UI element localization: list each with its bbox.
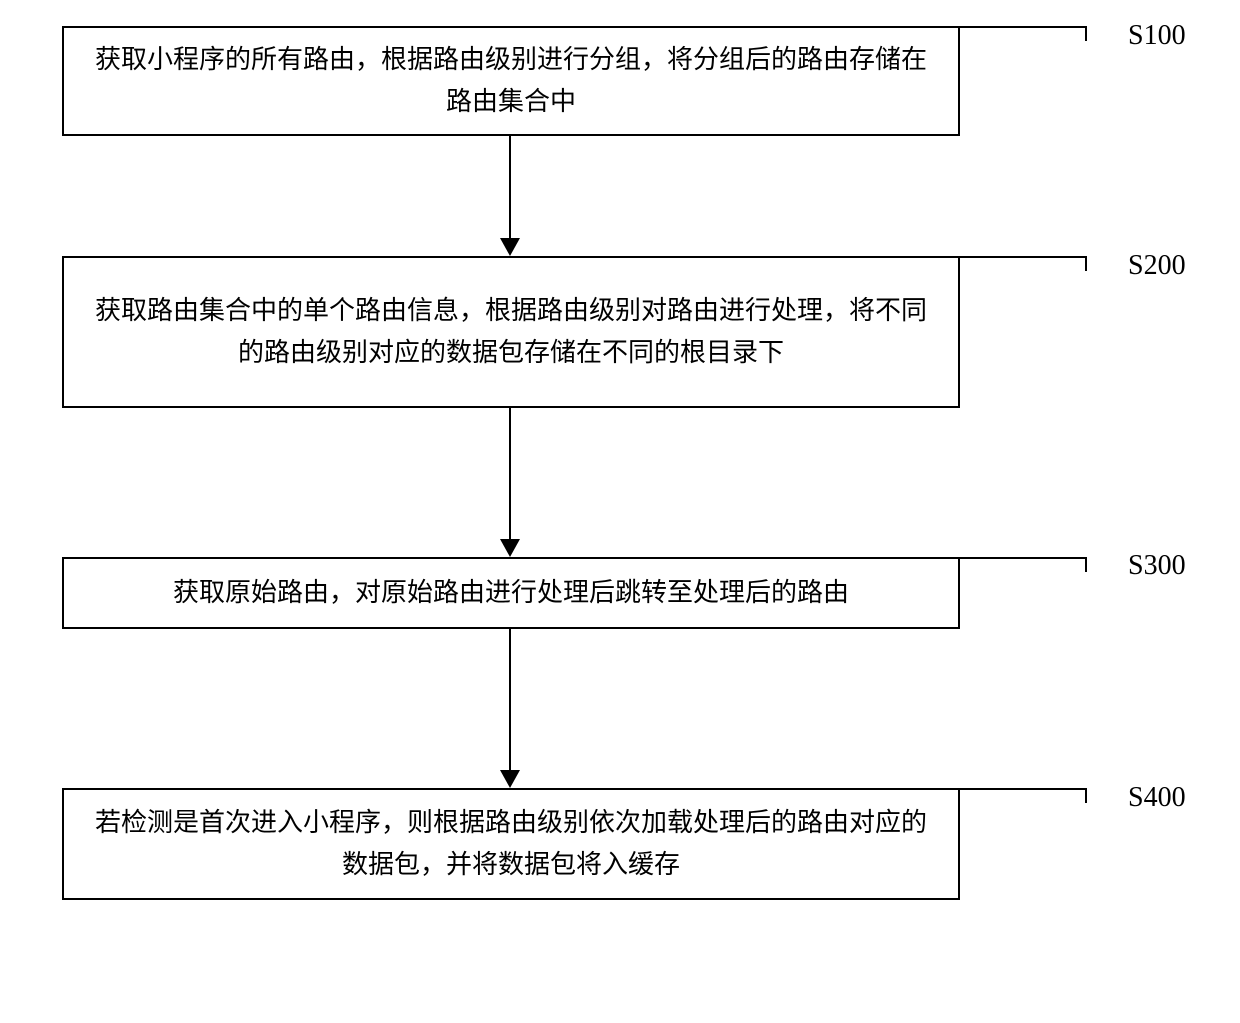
arrow-line-2 xyxy=(509,408,511,539)
leader-h-s400 xyxy=(960,788,1087,790)
step-text-s400: 若检测是首次进入小程序，则根据路由级别依次加载处理后的路由对应的数据包，并将数据… xyxy=(84,802,938,885)
leader-v-s300 xyxy=(1085,557,1087,572)
step-label-s200: S200 xyxy=(1128,250,1186,282)
arrow-head-3 xyxy=(500,770,520,788)
arrow-head-1 xyxy=(500,238,520,256)
step-box-s400: 若检测是首次进入小程序，则根据路由级别依次加载处理后的路由对应的数据包，并将数据… xyxy=(62,788,960,900)
step-box-s200: 获取路由集合中的单个路由信息，根据路由级别对路由进行处理，将不同的路由级别对应的… xyxy=(62,256,960,408)
step-box-s300: 获取原始路由，对原始路由进行处理后跳转至处理后的路由 xyxy=(62,557,960,629)
leader-v-s200 xyxy=(1085,256,1087,271)
arrow-head-2 xyxy=(500,539,520,557)
step-text-s300: 获取原始路由，对原始路由进行处理后跳转至处理后的路由 xyxy=(173,572,849,614)
arrow-line-3 xyxy=(509,629,511,770)
leader-h-s100 xyxy=(960,26,1087,28)
flowchart-container: 获取小程序的所有路由，根据路由级别进行分组，将分组后的路由存储在路由集合中 S1… xyxy=(0,0,1240,1023)
step-text-s100: 获取小程序的所有路由，根据路由级别进行分组，将分组后的路由存储在路由集合中 xyxy=(84,39,938,122)
step-box-s100: 获取小程序的所有路由，根据路由级别进行分组，将分组后的路由存储在路由集合中 xyxy=(62,26,960,136)
leader-h-s200 xyxy=(960,256,1087,258)
leader-v-s400 xyxy=(1085,788,1087,803)
step-text-s200: 获取路由集合中的单个路由信息，根据路由级别对路由进行处理，将不同的路由级别对应的… xyxy=(84,290,938,373)
step-label-s100: S100 xyxy=(1128,20,1186,52)
step-label-s400: S400 xyxy=(1128,782,1186,814)
leader-v-s100 xyxy=(1085,26,1087,41)
step-label-s300: S300 xyxy=(1128,550,1186,582)
leader-h-s300 xyxy=(960,557,1087,559)
arrow-line-1 xyxy=(509,136,511,238)
